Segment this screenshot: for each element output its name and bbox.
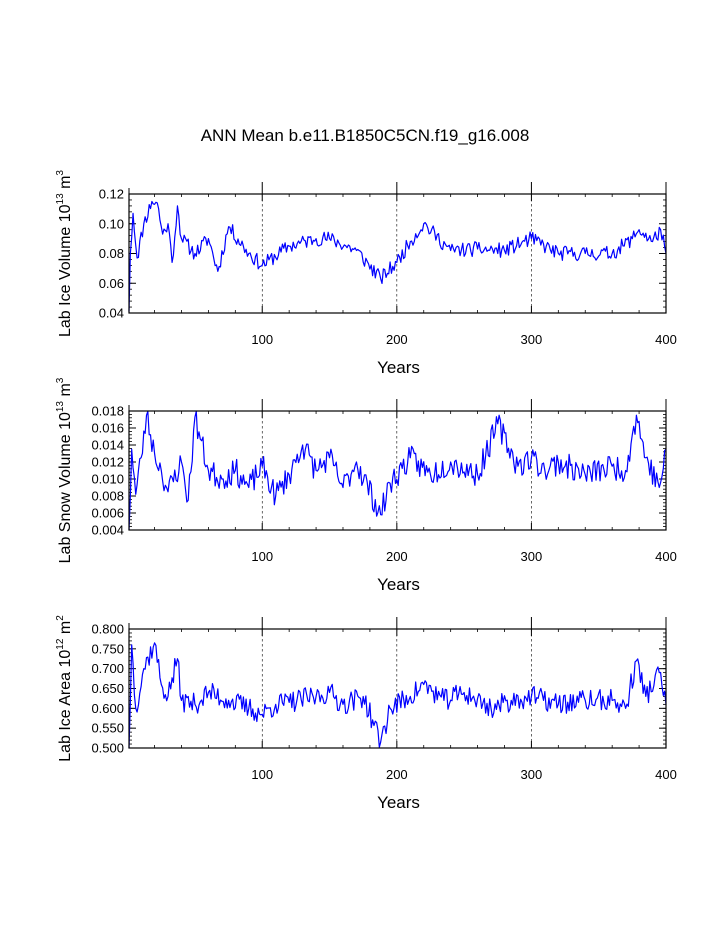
y-tick-label: 0.550 [91, 721, 124, 736]
x-tick-label: 300 [521, 549, 543, 564]
series-line [128, 200, 667, 312]
x-tick-label: 200 [386, 549, 408, 564]
y-tick-label: 0.004 [91, 523, 124, 538]
y-axis-label: Lab Snow Volume 1013 m3 [55, 377, 74, 563]
x-tick-label: 400 [655, 549, 677, 564]
x-tick-label: 400 [655, 767, 677, 782]
y-axis-label: Lab Ice Volume 1013 m3 [55, 170, 74, 337]
chart-panel-3: 0.500 0.550 0.600 0.650 0.700 0.750 0.800 100 20… [55, 615, 677, 812]
y-tick-label: 0.06 [99, 276, 124, 291]
plot-frame [128, 193, 667, 314]
series-line [128, 642, 667, 749]
y-tick-label: 0.016 [91, 421, 124, 436]
x-tick-label: 300 [521, 332, 543, 347]
x-tick-label: 100 [251, 332, 273, 347]
y-tick-label: 0.700 [91, 661, 124, 676]
x-tick-label: 100 [251, 549, 273, 564]
x-tick-label: 100 [251, 767, 273, 782]
x-tick-label: 300 [521, 767, 543, 782]
y-tick-label: 0.008 [91, 489, 124, 504]
y-tick-label: 0.010 [91, 472, 124, 487]
y-tick-label: 0.10 [99, 216, 124, 231]
panels: 0.04 0.06 0.08 0.10 0.12 100 200 300 400 Years Lab… [55, 170, 677, 812]
series-line [128, 410, 667, 531]
y-tick-label: 0.012 [91, 455, 124, 470]
y-tick-label: 0.650 [91, 681, 124, 696]
y-axis-label: Lab Ice Area 1012 m2 [55, 615, 74, 762]
y-tick-label: 0.750 [91, 641, 124, 656]
x-axis-label: Years [377, 358, 420, 377]
x-tick-label: 400 [655, 332, 677, 347]
y-tick-label: 0.04 [99, 306, 124, 321]
y-tick-label: 0.006 [91, 506, 124, 521]
y-tick-label: 0.600 [91, 701, 124, 716]
x-axis-label: Years [377, 575, 420, 594]
x-tick-label: 200 [386, 767, 408, 782]
y-tick-label: 0.08 [99, 246, 124, 261]
x-tick-label: 200 [386, 332, 408, 347]
chart-panel-2: 0.004 0.006 0.008 0.010 0.012 0.014 0.016 0.018… [55, 377, 677, 594]
plot-frame [128, 628, 667, 749]
y-tick-label: 0.018 [91, 404, 124, 419]
x-axis-label: Years [377, 793, 420, 812]
chart-panel-1: 0.04 0.06 0.08 0.10 0.12 100 200 300 400 Years Lab… [55, 170, 677, 377]
y-tick-label: 0.014 [91, 438, 124, 453]
y-tick-label: 0.12 [99, 187, 124, 202]
plot-frame [128, 410, 667, 531]
figure-title: ANN Mean b.e11.B1850C5CN.f19_g16.008 [201, 126, 530, 145]
y-tick-label: 0.500 [91, 741, 124, 756]
y-tick-label: 0.800 [91, 622, 124, 637]
